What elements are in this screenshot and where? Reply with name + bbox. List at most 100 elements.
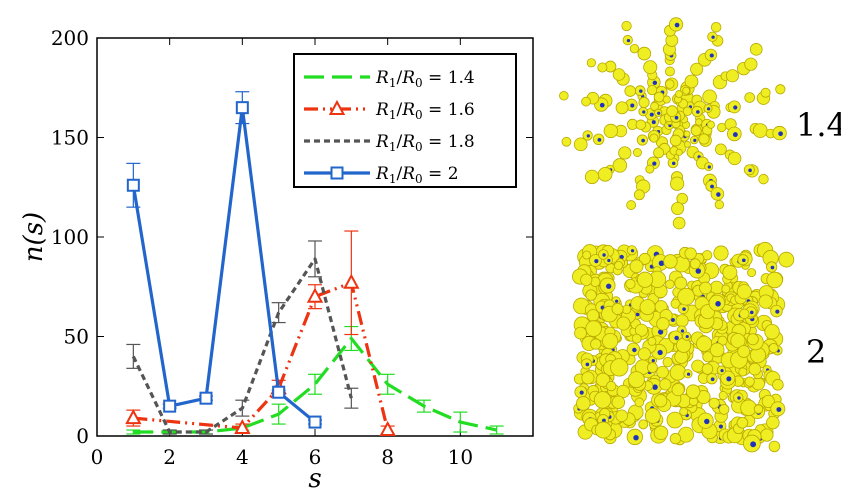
particle [669, 433, 682, 445]
particle [603, 123, 618, 139]
y-tick-label: 50 [64, 325, 89, 349]
particle-core [778, 131, 783, 137]
data-point-square [163, 399, 177, 413]
particle [744, 376, 755, 387]
particle [585, 289, 597, 301]
data-point-triangle [234, 418, 251, 435]
particle-core [695, 268, 701, 274]
particle [653, 147, 665, 159]
particle [746, 333, 759, 346]
particle-core [710, 377, 715, 382]
particle [627, 371, 645, 389]
particle [647, 362, 658, 373]
x-tick-label: 0 [91, 445, 104, 469]
particle [662, 357, 673, 368]
data-point-triangle [306, 287, 324, 303]
panel-label-top: 1.4 [796, 106, 841, 144]
particle-core [733, 105, 738, 110]
particle-core [652, 384, 658, 390]
particle [722, 265, 738, 280]
particle [637, 347, 651, 361]
y-tick-label: 150 [51, 126, 89, 150]
particle-core [704, 418, 710, 425]
particle [721, 284, 731, 294]
error-bar [308, 373, 322, 395]
particle [737, 345, 751, 358]
particle-core [599, 102, 605, 108]
particle [665, 79, 675, 89]
particle-core [737, 396, 741, 400]
particle [665, 279, 675, 290]
particle [671, 201, 685, 216]
particle-core [749, 310, 754, 315]
particle [653, 91, 665, 103]
particle [561, 136, 572, 147]
particle-core [674, 22, 680, 28]
particle-core [658, 260, 665, 267]
particle-core [657, 111, 661, 115]
particle [684, 74, 699, 89]
particle [611, 302, 624, 315]
particle [689, 258, 701, 270]
particle-core [652, 161, 657, 166]
particle-core [674, 335, 679, 341]
particle [766, 271, 783, 289]
particle [656, 317, 670, 331]
y-tick-label: 100 [51, 225, 89, 249]
particle [616, 316, 631, 331]
particle-core [585, 362, 590, 367]
legend-box [293, 53, 517, 188]
legend-item: R1/R0 = 1.4 [304, 68, 475, 90]
particle [709, 342, 725, 358]
particle-core [775, 309, 780, 314]
particle [753, 404, 764, 414]
particle-core [732, 132, 738, 138]
particle-core [635, 312, 640, 317]
particle [768, 440, 781, 453]
particle-core [726, 376, 732, 382]
particle [727, 151, 742, 166]
particle [670, 298, 681, 309]
particle-core [615, 299, 619, 303]
particle [714, 199, 724, 210]
particle-core [652, 80, 658, 86]
particle [644, 407, 661, 424]
particle [718, 390, 728, 401]
x-tick-label: 2 [163, 445, 176, 469]
particle-core [748, 168, 752, 173]
particle [606, 381, 617, 392]
particle-core [680, 329, 685, 333]
particle [675, 148, 683, 156]
particle-core [630, 103, 635, 108]
particle [683, 140, 691, 148]
particle-core [630, 249, 635, 253]
particle-core [597, 137, 602, 142]
particle-core [770, 265, 775, 270]
particle-core [682, 307, 686, 311]
particle-core [696, 110, 700, 114]
particle [615, 101, 629, 115]
particle [764, 324, 780, 340]
particle-core [720, 369, 724, 373]
legend: R1/R0 = 1.4 R1/R0 = 1.6 R1/R0 = 1.8 R1/R0 =… [293, 53, 517, 188]
particle [701, 363, 714, 375]
particle [662, 95, 671, 104]
particle [654, 394, 668, 408]
particle-core [710, 184, 714, 189]
particle-core [709, 53, 714, 58]
particle [653, 425, 669, 441]
particle [752, 123, 768, 138]
particle [698, 133, 710, 145]
particle [629, 259, 644, 274]
legend-items: R1/R0 = 1.4 R1/R0 = 1.6 R1/R0 = 1.8 R1/R0 =… [304, 68, 475, 186]
particle-core [657, 349, 663, 356]
particle [749, 43, 763, 56]
legend-marker [328, 99, 346, 115]
legend-label: R1/R0 = 2 [375, 164, 459, 186]
particle [778, 251, 795, 268]
particle [615, 409, 628, 422]
particle-cluster-top [559, 17, 787, 230]
particle [574, 326, 587, 340]
particle-core [670, 318, 675, 322]
particle [602, 332, 619, 350]
